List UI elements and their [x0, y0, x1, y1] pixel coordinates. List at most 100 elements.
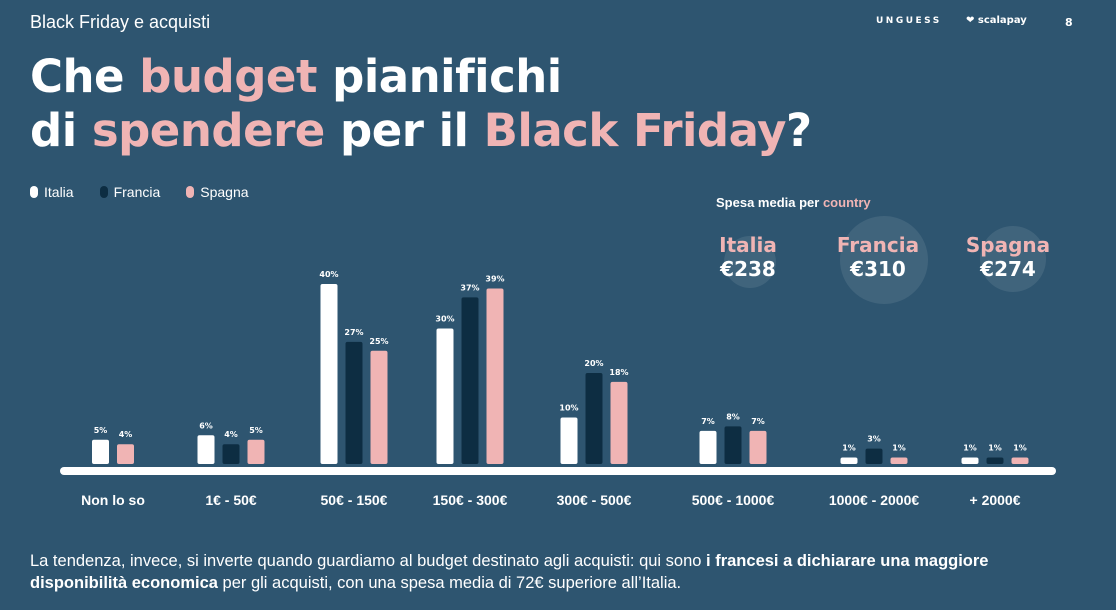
footer-text: La tendenza, invece, si inverte quando g… [30, 552, 707, 570]
average-card-francia: Francia €310 [823, 233, 933, 281]
decorative-circle [724, 236, 776, 288]
bar-francia [461, 297, 479, 464]
x-axis-line [60, 467, 1056, 475]
bar-italia [92, 439, 109, 464]
bar-spagna [1011, 457, 1029, 464]
legend-swatch [30, 186, 38, 198]
data-label: 7% [701, 417, 715, 426]
footer-bold-text: i francesi a dichiarare una maggiore dis… [30, 552, 989, 592]
title-text: per il [324, 104, 484, 157]
data-label: 20% [584, 359, 603, 368]
bar-spagna [749, 430, 767, 464]
average-country: Francia [836, 233, 920, 257]
legend-swatch [186, 186, 195, 198]
data-label: 18% [609, 368, 628, 377]
bar-italia [436, 328, 454, 464]
average-value: €310 [850, 257, 906, 281]
bar-italia [320, 284, 338, 464]
data-label: 1% [963, 444, 977, 453]
bar-spagna [610, 381, 628, 464]
legend-item-italia: Italia [30, 184, 74, 200]
data-label: 1% [842, 444, 856, 453]
average-card-spagna: Spagna €274 [953, 233, 1063, 281]
bar-spagna [370, 350, 388, 464]
x-tick-label: + 2000€ [970, 492, 1021, 508]
data-label: 39% [485, 274, 504, 283]
data-label: 5% [94, 426, 108, 435]
legend-label: Spagna [200, 184, 249, 200]
legend-swatch [99, 186, 108, 198]
x-tick-label: Non lo so [81, 492, 145, 508]
budget-bar-chart: 5% 4% Non lo so 6% 4% 5% 1€ - 50€ 40% 27% 25% 50€ … [60, 270, 1056, 508]
data-label: 30% [435, 315, 454, 324]
bar-italia [961, 457, 979, 464]
bar-francia [865, 448, 883, 464]
average-country: Italia [719, 233, 777, 257]
data-label: 8% [726, 412, 740, 421]
bar-francia [724, 426, 742, 464]
bar-spagna [890, 457, 908, 464]
page-title: Che budget pianifichi di spendere per il… [30, 50, 812, 158]
data-label: 1% [988, 444, 1002, 453]
x-tick-label: 50€ - 150€ [321, 492, 388, 508]
decorative-circle [840, 216, 928, 304]
data-label: 27% [344, 328, 363, 337]
unguess-logo: UNGUESS [876, 16, 942, 26]
bar-spagna [486, 288, 504, 464]
x-tick-label: 500€ - 1000€ [692, 492, 775, 508]
average-value: €238 [720, 257, 776, 281]
legend-label: Francia [113, 184, 161, 200]
x-tick-label: 150€ - 300€ [433, 492, 508, 508]
title-highlight: budget [139, 50, 317, 103]
legend-item-francia: Francia [99, 184, 161, 200]
title-highlight: Black Friday [483, 104, 787, 157]
data-label: 25% [369, 337, 388, 346]
bar-italia [699, 430, 717, 464]
title-line-2: di spendere per il Black Friday? [30, 104, 812, 158]
average-title-highlight: country [822, 195, 871, 210]
data-label: 6% [199, 421, 213, 430]
data-label: 4% [224, 430, 238, 439]
average-value: €274 [980, 257, 1036, 281]
title-text: pianifichi [316, 50, 562, 103]
data-label: 1% [1013, 444, 1027, 453]
data-label: 40% [319, 270, 338, 279]
footer-text: per gli acquisti, con una spesa media di… [217, 574, 682, 592]
data-label: 5% [249, 426, 263, 435]
bar-italia [560, 417, 578, 464]
average-country: Spagna [965, 233, 1051, 257]
average-card-italia: Italia €238 [693, 233, 803, 281]
bar-spagna [117, 444, 134, 464]
bar-francia [585, 373, 603, 464]
data-label: 10% [559, 404, 578, 413]
x-tick-label: 1000€ - 2000€ [829, 492, 920, 508]
title-line-1: Che budget pianifichi [30, 50, 812, 104]
scalapay-logo: ❤ scalapay [966, 15, 1027, 26]
page-number: 8 [1065, 16, 1073, 29]
title-text: Che [30, 50, 140, 103]
data-label: 3% [867, 435, 881, 444]
bar-italia [840, 457, 858, 464]
section-title: Black Friday e acquisti [30, 12, 211, 32]
title-text: di [30, 104, 92, 157]
bar-francia [345, 341, 363, 464]
decorative-circle [980, 226, 1046, 292]
x-tick-label: 1€ - 50€ [205, 492, 257, 508]
bar-italia [197, 435, 215, 464]
bar-francia [986, 457, 1004, 464]
legend-label: Italia [44, 184, 74, 200]
data-label: 7% [751, 417, 765, 426]
bar-francia [222, 444, 240, 464]
data-label: 1% [892, 444, 906, 453]
data-label: 4% [119, 430, 133, 439]
footer-note: La tendenza, invece, si inverte quando g… [30, 550, 1090, 594]
average-title-text: Spesa media per [716, 195, 823, 210]
data-label: 37% [460, 283, 479, 292]
legend-item-spagna: Spagna [186, 184, 249, 200]
average-spend-title: Spesa media per country [716, 195, 871, 210]
bar-spagna [247, 439, 265, 464]
title-highlight: spendere [91, 104, 326, 157]
x-tick-label: 300€ - 500€ [557, 492, 632, 508]
chart-legend: Italia Francia Spagna [30, 184, 249, 200]
title-text: ? [785, 104, 812, 157]
